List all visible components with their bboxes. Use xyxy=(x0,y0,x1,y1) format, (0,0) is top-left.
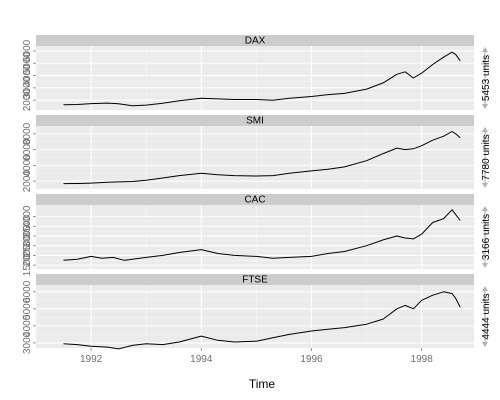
strip-label-cac: CAC xyxy=(244,195,265,206)
series-line-smi xyxy=(63,131,461,185)
y-tick-label-cac-3500: 3500 xyxy=(22,215,33,238)
scale-label-cac: 3166 units xyxy=(481,214,492,260)
strip-label-dax: DAX xyxy=(245,36,266,47)
series-line-dax xyxy=(63,51,461,107)
y-tick-label-dax-2000: 2000 xyxy=(22,89,33,112)
scale-arrow-down-smi xyxy=(482,183,488,188)
scale-label-smi: 7780 units xyxy=(481,134,492,180)
y-tick-label-smi-4000: 4000 xyxy=(22,154,33,177)
scale-arrow-up-cac xyxy=(482,206,488,211)
scale-arrow-up-ftse xyxy=(482,286,488,291)
scale-arrow-up-dax xyxy=(482,47,488,52)
series-line-cac xyxy=(63,209,461,261)
x-axis-label: Time xyxy=(249,377,276,391)
strip-label-ftse: FTSE xyxy=(242,275,268,286)
y-tick-label-smi-6000: 6000 xyxy=(22,138,33,161)
y-tick-label-dax-5000: 5000 xyxy=(22,52,33,75)
x-tick-label-1998: 1998 xyxy=(411,354,434,365)
strip-dax xyxy=(36,35,474,46)
y-tick-label-cac-1500: 1500 xyxy=(22,254,33,277)
strip-label-smi: SMI xyxy=(246,116,264,127)
strip-ftse xyxy=(36,274,474,285)
scale-label-ftse: 4444 units xyxy=(481,293,492,339)
strip-smi xyxy=(36,115,474,126)
y-tick-label-cac-4000: 4000 xyxy=(22,205,33,228)
y-tick-label-cac-2000: 2000 xyxy=(22,244,33,267)
y-tick-label-ftse-4000: 4000 xyxy=(22,314,33,337)
x-tick-label-1992: 1992 xyxy=(80,354,103,365)
strip-cac xyxy=(36,194,474,205)
panel-background-cac xyxy=(36,205,474,269)
y-tick-label-cac-2500: 2500 xyxy=(22,234,33,257)
y-tick-label-cac-3000: 3000 xyxy=(22,224,33,247)
y-tick-label-ftse-5000: 5000 xyxy=(22,297,33,320)
scale-arrow-up-smi xyxy=(482,127,488,132)
series-line-ftse xyxy=(63,291,461,350)
y-tick-label-dax-3000: 3000 xyxy=(22,76,33,99)
scale-arrow-down-ftse xyxy=(482,342,488,347)
y-tick-label-ftse-3000: 3000 xyxy=(22,331,33,354)
panel-background-ftse xyxy=(36,285,474,348)
x-axis: 1992 1994 1996 1998 xyxy=(80,348,433,365)
x-tick-label-1996: 1996 xyxy=(300,354,323,365)
y-tick-label-smi-2000: 2000 xyxy=(22,170,33,193)
y-tick-label-dax-4000: 4000 xyxy=(22,64,33,87)
x-tick-label-1994: 1994 xyxy=(190,354,213,365)
y-tick-label-dax-6000: 6000 xyxy=(22,39,33,62)
scale-label-dax: 5453 units xyxy=(481,55,492,101)
y-tick-label-ftse-6000: 6000 xyxy=(22,280,33,303)
y-tick-label-smi-8000: 8000 xyxy=(22,122,33,145)
scale-arrow-down-cac xyxy=(482,263,488,268)
scale-arrow-down-dax xyxy=(482,104,488,109)
